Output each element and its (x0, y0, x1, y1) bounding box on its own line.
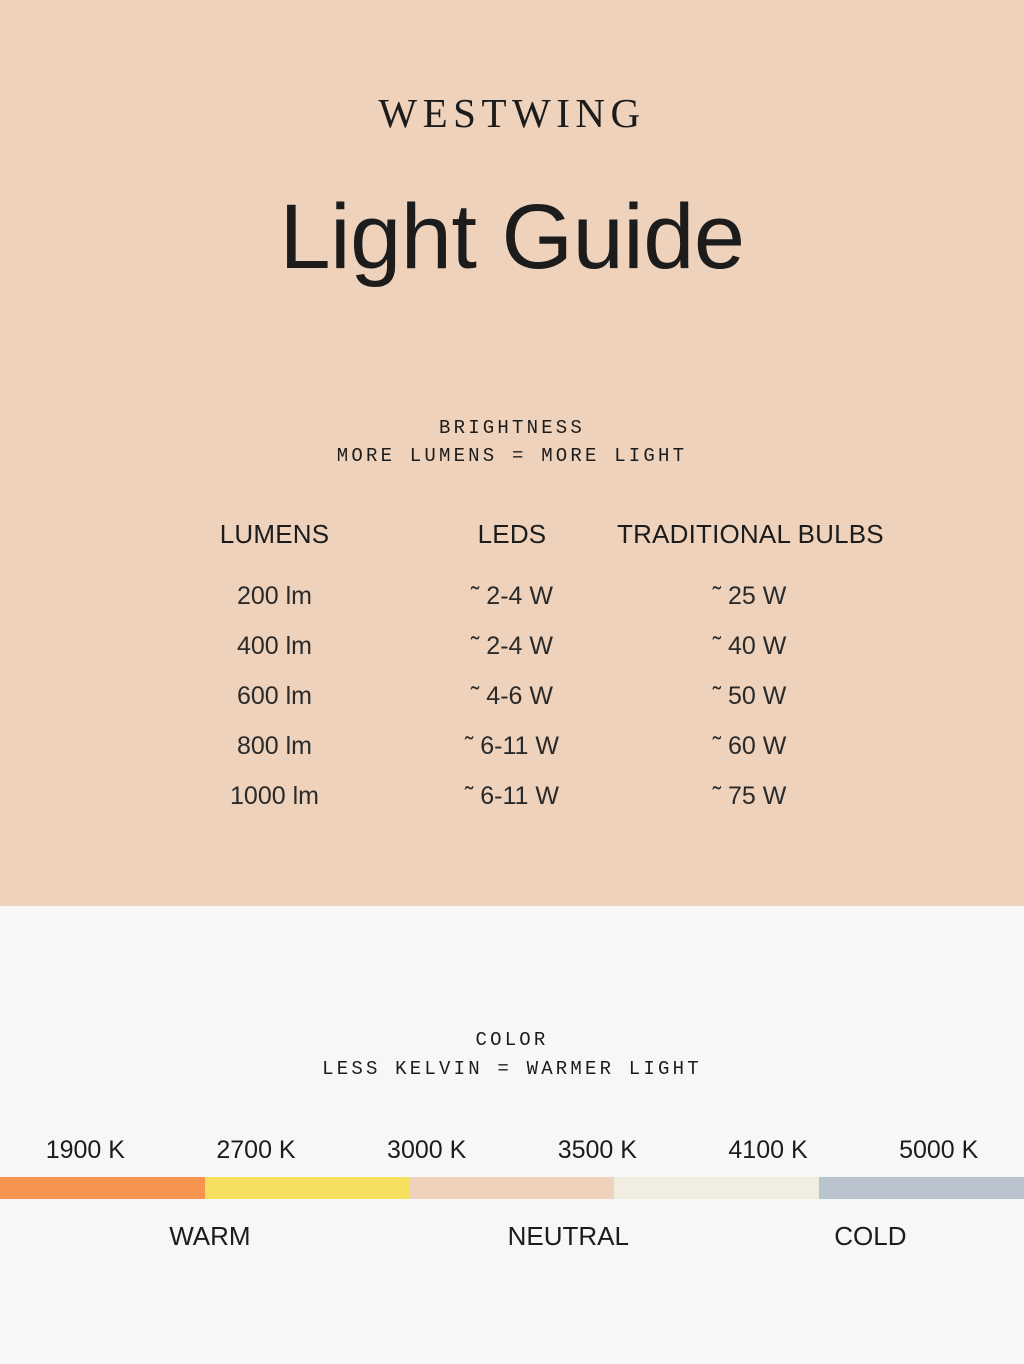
gradient-segment-neutral-peach (409, 1177, 615, 1199)
kelvin-label: 3000 K (387, 1136, 467, 1164)
table-row: 800 lm ˜ 6-11 W ˜ 60 W (142, 722, 882, 772)
cell-leds: ˜ 6-11 W (465, 732, 559, 761)
temperature-label-warm: WARM (169, 1221, 251, 1251)
cell-bulbs: ˜ 75 W (712, 782, 787, 811)
cell-bulbs: ˜ 40 W (712, 632, 787, 661)
column-header-traditional-bulbs: TRADITIONAL BULBS (617, 518, 884, 549)
column-header-lumens: LUMENS (219, 518, 330, 549)
temperature-labels: WARM NEUTRAL COLD (0, 1221, 1024, 1252)
color-caption: COLOR LESS KELVIN = WARMER LIGHT (0, 906, 1024, 1083)
column-header-leds: LEDS (477, 518, 547, 549)
cell-lumens: 200 lm (236, 582, 313, 611)
table-row: 400 lm ˜ 2-4 W ˜ 40 W (142, 622, 882, 672)
gradient-segment-warm-orange (0, 1177, 205, 1199)
cell-leds: ˜ 6-11 W (465, 782, 559, 811)
brightness-caption: BRIGHTNESS MORE LUMENS = MORE LIGHT (0, 414, 1024, 471)
kelvin-label: 4100 K (728, 1136, 808, 1164)
page-title: Light Guide (279, 186, 745, 288)
cell-leds: ˜ 4-6 W (471, 682, 553, 711)
table-row: 200 lm ˜ 2-4 W ˜ 25 W (142, 572, 882, 622)
table-header-row: LUMENS LEDS TRADITIONAL BULBS (142, 518, 884, 572)
lumens-table: LUMENS LEDS TRADITIONAL BULBS 200 lm ˜ 2… (142, 518, 884, 822)
cell-leds: ˜ 2-4 W (471, 582, 553, 611)
temperature-label-cold: COLD (834, 1221, 907, 1251)
cell-lumens: 400 lm (236, 632, 313, 661)
cell-lumens: 1000 lm (230, 782, 319, 811)
table-body: 200 lm ˜ 2-4 W ˜ 25 W 400 lm ˜ 2-4 W ˜ 4… (142, 572, 882, 822)
table-row: 600 lm ˜ 4-6 W ˜ 50 W (142, 672, 882, 722)
gradient-segment-cold-blue (819, 1177, 1024, 1199)
color-temperature-gradient-bar (0, 1177, 1024, 1199)
temperature-label-neutral: NEUTRAL (507, 1221, 629, 1251)
table-row: 1000 lm ˜ 6-11 W ˜ 75 W (142, 772, 882, 822)
kelvin-scale-labels: 1900 K 2700 K 3000 K 3500 K 4100 K 5000 … (0, 1136, 1024, 1165)
cell-lumens: 600 lm (236, 682, 313, 711)
cell-lumens: 800 lm (236, 732, 313, 761)
kelvin-label: 2700 K (216, 1136, 296, 1164)
cell-bulbs: ˜ 60 W (712, 732, 787, 761)
kelvin-label: 5000 K (899, 1136, 979, 1164)
gradient-segment-neutral-cream (614, 1177, 820, 1199)
brightness-caption-subtitle: MORE LUMENS = MORE LIGHT (336, 445, 688, 468)
brightness-caption-title: BRIGHTNESS (438, 416, 586, 439)
brand-wordmark: WESTWING (378, 90, 646, 136)
cell-bulbs: ˜ 25 W (712, 582, 787, 611)
color-caption-title: COLOR (475, 1029, 549, 1051)
color-panel: COLOR LESS KELVIN = WARMER LIGHT 1900 K … (0, 906, 1024, 1364)
color-caption-subtitle: LESS KELVIN = WARMER LIGHT (322, 1057, 702, 1080)
gradient-segment-warm-yellow (204, 1177, 410, 1199)
cell-bulbs: ˜ 50 W (712, 682, 787, 711)
kelvin-label: 3500 K (557, 1136, 637, 1164)
brightness-panel: WESTWING Light Guide BRIGHTNESS MORE LUM… (0, 0, 1024, 906)
kelvin-label: 1900 K (45, 1136, 125, 1164)
cell-leds: ˜ 2-4 W (471, 632, 553, 661)
